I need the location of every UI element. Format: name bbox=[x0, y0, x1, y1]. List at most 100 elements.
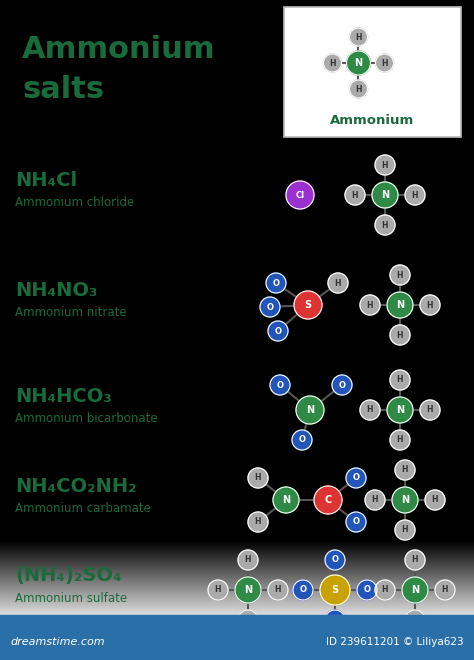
Text: Ammonium nitrate: Ammonium nitrate bbox=[15, 306, 127, 319]
Circle shape bbox=[260, 297, 280, 317]
Circle shape bbox=[425, 490, 445, 510]
Circle shape bbox=[387, 292, 413, 318]
Text: H: H bbox=[382, 220, 388, 230]
Circle shape bbox=[292, 430, 312, 450]
Circle shape bbox=[325, 550, 345, 570]
Text: O: O bbox=[299, 436, 306, 444]
Circle shape bbox=[420, 295, 440, 315]
Text: N: N bbox=[411, 585, 419, 595]
Circle shape bbox=[248, 512, 268, 532]
Circle shape bbox=[268, 321, 288, 341]
Text: salts: salts bbox=[22, 75, 104, 104]
Text: NH₄NO₃: NH₄NO₃ bbox=[15, 282, 97, 300]
Circle shape bbox=[375, 54, 393, 72]
Circle shape bbox=[314, 486, 342, 514]
Circle shape bbox=[248, 468, 268, 488]
Circle shape bbox=[390, 265, 410, 285]
Circle shape bbox=[332, 375, 352, 395]
Circle shape bbox=[390, 370, 410, 390]
Text: H: H bbox=[355, 84, 362, 94]
FancyBboxPatch shape bbox=[284, 7, 461, 137]
Text: H: H bbox=[397, 436, 403, 444]
Text: N: N bbox=[282, 495, 290, 505]
Text: N: N bbox=[381, 190, 389, 200]
Circle shape bbox=[387, 397, 413, 423]
Text: H: H bbox=[355, 32, 362, 42]
Circle shape bbox=[346, 468, 366, 488]
Circle shape bbox=[346, 51, 371, 75]
Circle shape bbox=[345, 185, 365, 205]
Circle shape bbox=[390, 430, 410, 450]
Text: H: H bbox=[245, 556, 251, 564]
Circle shape bbox=[372, 182, 398, 208]
Text: O: O bbox=[273, 279, 280, 288]
Text: C: C bbox=[324, 495, 332, 505]
Text: H: H bbox=[412, 616, 418, 624]
Text: O: O bbox=[353, 473, 359, 482]
Text: O: O bbox=[276, 381, 283, 389]
Text: H: H bbox=[255, 473, 261, 482]
Text: Ammonium sulfate: Ammonium sulfate bbox=[15, 591, 127, 605]
Circle shape bbox=[293, 580, 313, 600]
Text: H: H bbox=[397, 271, 403, 279]
Text: Cl: Cl bbox=[295, 191, 305, 199]
Text: N: N bbox=[396, 300, 404, 310]
Circle shape bbox=[405, 550, 425, 570]
Circle shape bbox=[420, 400, 440, 420]
Circle shape bbox=[266, 273, 286, 293]
Text: NH₄HCO₃: NH₄HCO₃ bbox=[15, 387, 112, 405]
Circle shape bbox=[405, 185, 425, 205]
Text: N: N bbox=[244, 585, 252, 595]
Text: H: H bbox=[427, 405, 433, 414]
Text: S: S bbox=[304, 300, 311, 310]
Circle shape bbox=[395, 460, 415, 480]
Text: H: H bbox=[382, 585, 388, 595]
Text: O: O bbox=[274, 327, 282, 335]
Text: H: H bbox=[412, 556, 418, 564]
Text: O: O bbox=[338, 381, 346, 389]
Circle shape bbox=[323, 54, 341, 72]
Circle shape bbox=[349, 80, 367, 98]
Circle shape bbox=[238, 550, 258, 570]
Circle shape bbox=[349, 28, 367, 46]
Text: O: O bbox=[353, 517, 359, 527]
Circle shape bbox=[375, 155, 395, 175]
Text: Ammonium: Ammonium bbox=[22, 36, 216, 65]
Text: H: H bbox=[372, 496, 378, 504]
Circle shape bbox=[273, 487, 299, 513]
Circle shape bbox=[390, 325, 410, 345]
Circle shape bbox=[435, 580, 455, 600]
Circle shape bbox=[296, 396, 324, 424]
Circle shape bbox=[365, 490, 385, 510]
Text: N: N bbox=[355, 58, 363, 68]
Text: Ammonium: Ammonium bbox=[330, 114, 415, 127]
Text: N: N bbox=[306, 405, 314, 415]
Text: H: H bbox=[402, 465, 408, 475]
Circle shape bbox=[402, 577, 428, 603]
Text: N: N bbox=[396, 405, 404, 415]
Circle shape bbox=[238, 610, 258, 630]
Text: H: H bbox=[412, 191, 418, 199]
Text: H: H bbox=[275, 585, 281, 595]
Text: Ammonium chloride: Ammonium chloride bbox=[15, 197, 134, 209]
Circle shape bbox=[270, 375, 290, 395]
Circle shape bbox=[346, 512, 366, 532]
Circle shape bbox=[375, 215, 395, 235]
Circle shape bbox=[328, 273, 348, 293]
Text: H: H bbox=[255, 517, 261, 527]
Circle shape bbox=[294, 291, 322, 319]
Text: O: O bbox=[331, 616, 338, 624]
Text: S: S bbox=[331, 585, 338, 595]
Text: ID 239611201 © Liliya623: ID 239611201 © Liliya623 bbox=[327, 637, 464, 647]
Text: H: H bbox=[215, 585, 221, 595]
Text: H: H bbox=[432, 496, 438, 504]
Text: NH₄CO₂NH₂: NH₄CO₂NH₂ bbox=[15, 477, 137, 496]
Circle shape bbox=[208, 580, 228, 600]
Text: H: H bbox=[397, 331, 403, 339]
Circle shape bbox=[395, 520, 415, 540]
Circle shape bbox=[375, 580, 395, 600]
Circle shape bbox=[286, 181, 314, 209]
Text: Ammonium carbamate: Ammonium carbamate bbox=[15, 502, 151, 515]
Text: Ammonium bicarbonate: Ammonium bicarbonate bbox=[15, 411, 158, 424]
Text: O: O bbox=[266, 302, 273, 312]
